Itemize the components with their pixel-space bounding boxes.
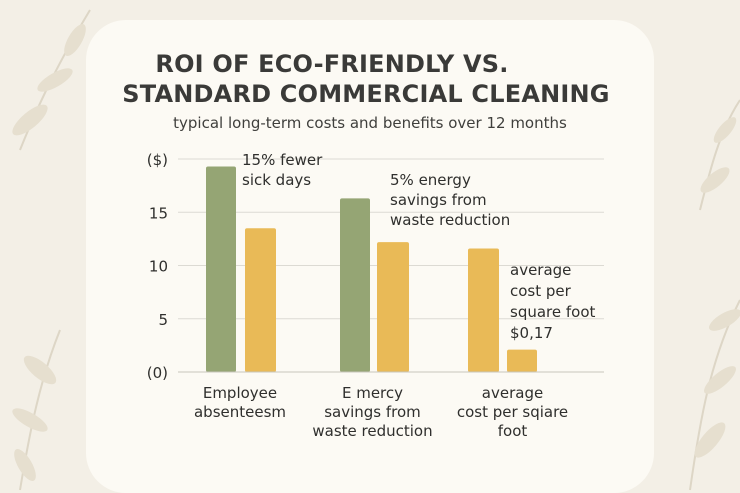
bar <box>206 166 236 372</box>
x-category-line: absenteesm <box>193 403 287 421</box>
chart-title-line1: ROI OF ECO-FRIENDLY VS. <box>155 50 509 78</box>
x-category-line: waste reduction <box>312 422 433 440</box>
annotation-line: sick days <box>242 171 312 189</box>
x-category-label: Employee absenteesm <box>185 384 295 422</box>
chart-title-line2: STANDARD COMMERCIAL CLEANING <box>122 80 610 108</box>
annotation-energy: 5% energy savings from waste reduction <box>390 170 510 230</box>
x-category-line: savings from <box>324 403 421 421</box>
x-category-line: foot <box>497 422 528 440</box>
y-tick-label: 10 <box>149 258 168 276</box>
bar <box>245 228 276 372</box>
bar <box>377 242 409 372</box>
annotation-line: average <box>510 261 572 279</box>
bar <box>507 349 537 372</box>
y-tick-label: ($) <box>147 151 168 169</box>
annotation-sick-days: 15% fewer sick days <box>242 150 322 190</box>
chart-subtitle: typical long-term costs and benefits ove… <box>173 114 567 132</box>
x-category-line: E mercy <box>341 384 404 402</box>
x-category-line: cost per sqiare <box>456 403 569 421</box>
y-tick-label: (0) <box>147 364 168 382</box>
annotation-line: square foot <box>510 303 596 321</box>
annotation-cost-per-sqft: average cost per square foot $0,17 <box>510 260 595 344</box>
x-category-label: E mercy savings from waste reduction <box>300 384 445 441</box>
annotation-line: cost per <box>510 282 571 300</box>
x-category-line: Employee <box>202 384 278 402</box>
annotation-line: savings from <box>390 191 487 209</box>
annotation-line: 15% fewer <box>242 151 323 169</box>
bar <box>468 248 499 372</box>
bar <box>340 198 370 372</box>
annotation-line: waste reduction <box>390 211 511 229</box>
y-tick-label: 15 <box>149 204 168 222</box>
annotation-line: $0,17 <box>510 324 553 342</box>
y-tick-label: 5 <box>158 311 168 329</box>
annotation-line: 5% energy <box>390 171 471 189</box>
x-category-label: average cost per sqiare foot <box>445 384 580 441</box>
x-category-line: average <box>481 384 544 402</box>
